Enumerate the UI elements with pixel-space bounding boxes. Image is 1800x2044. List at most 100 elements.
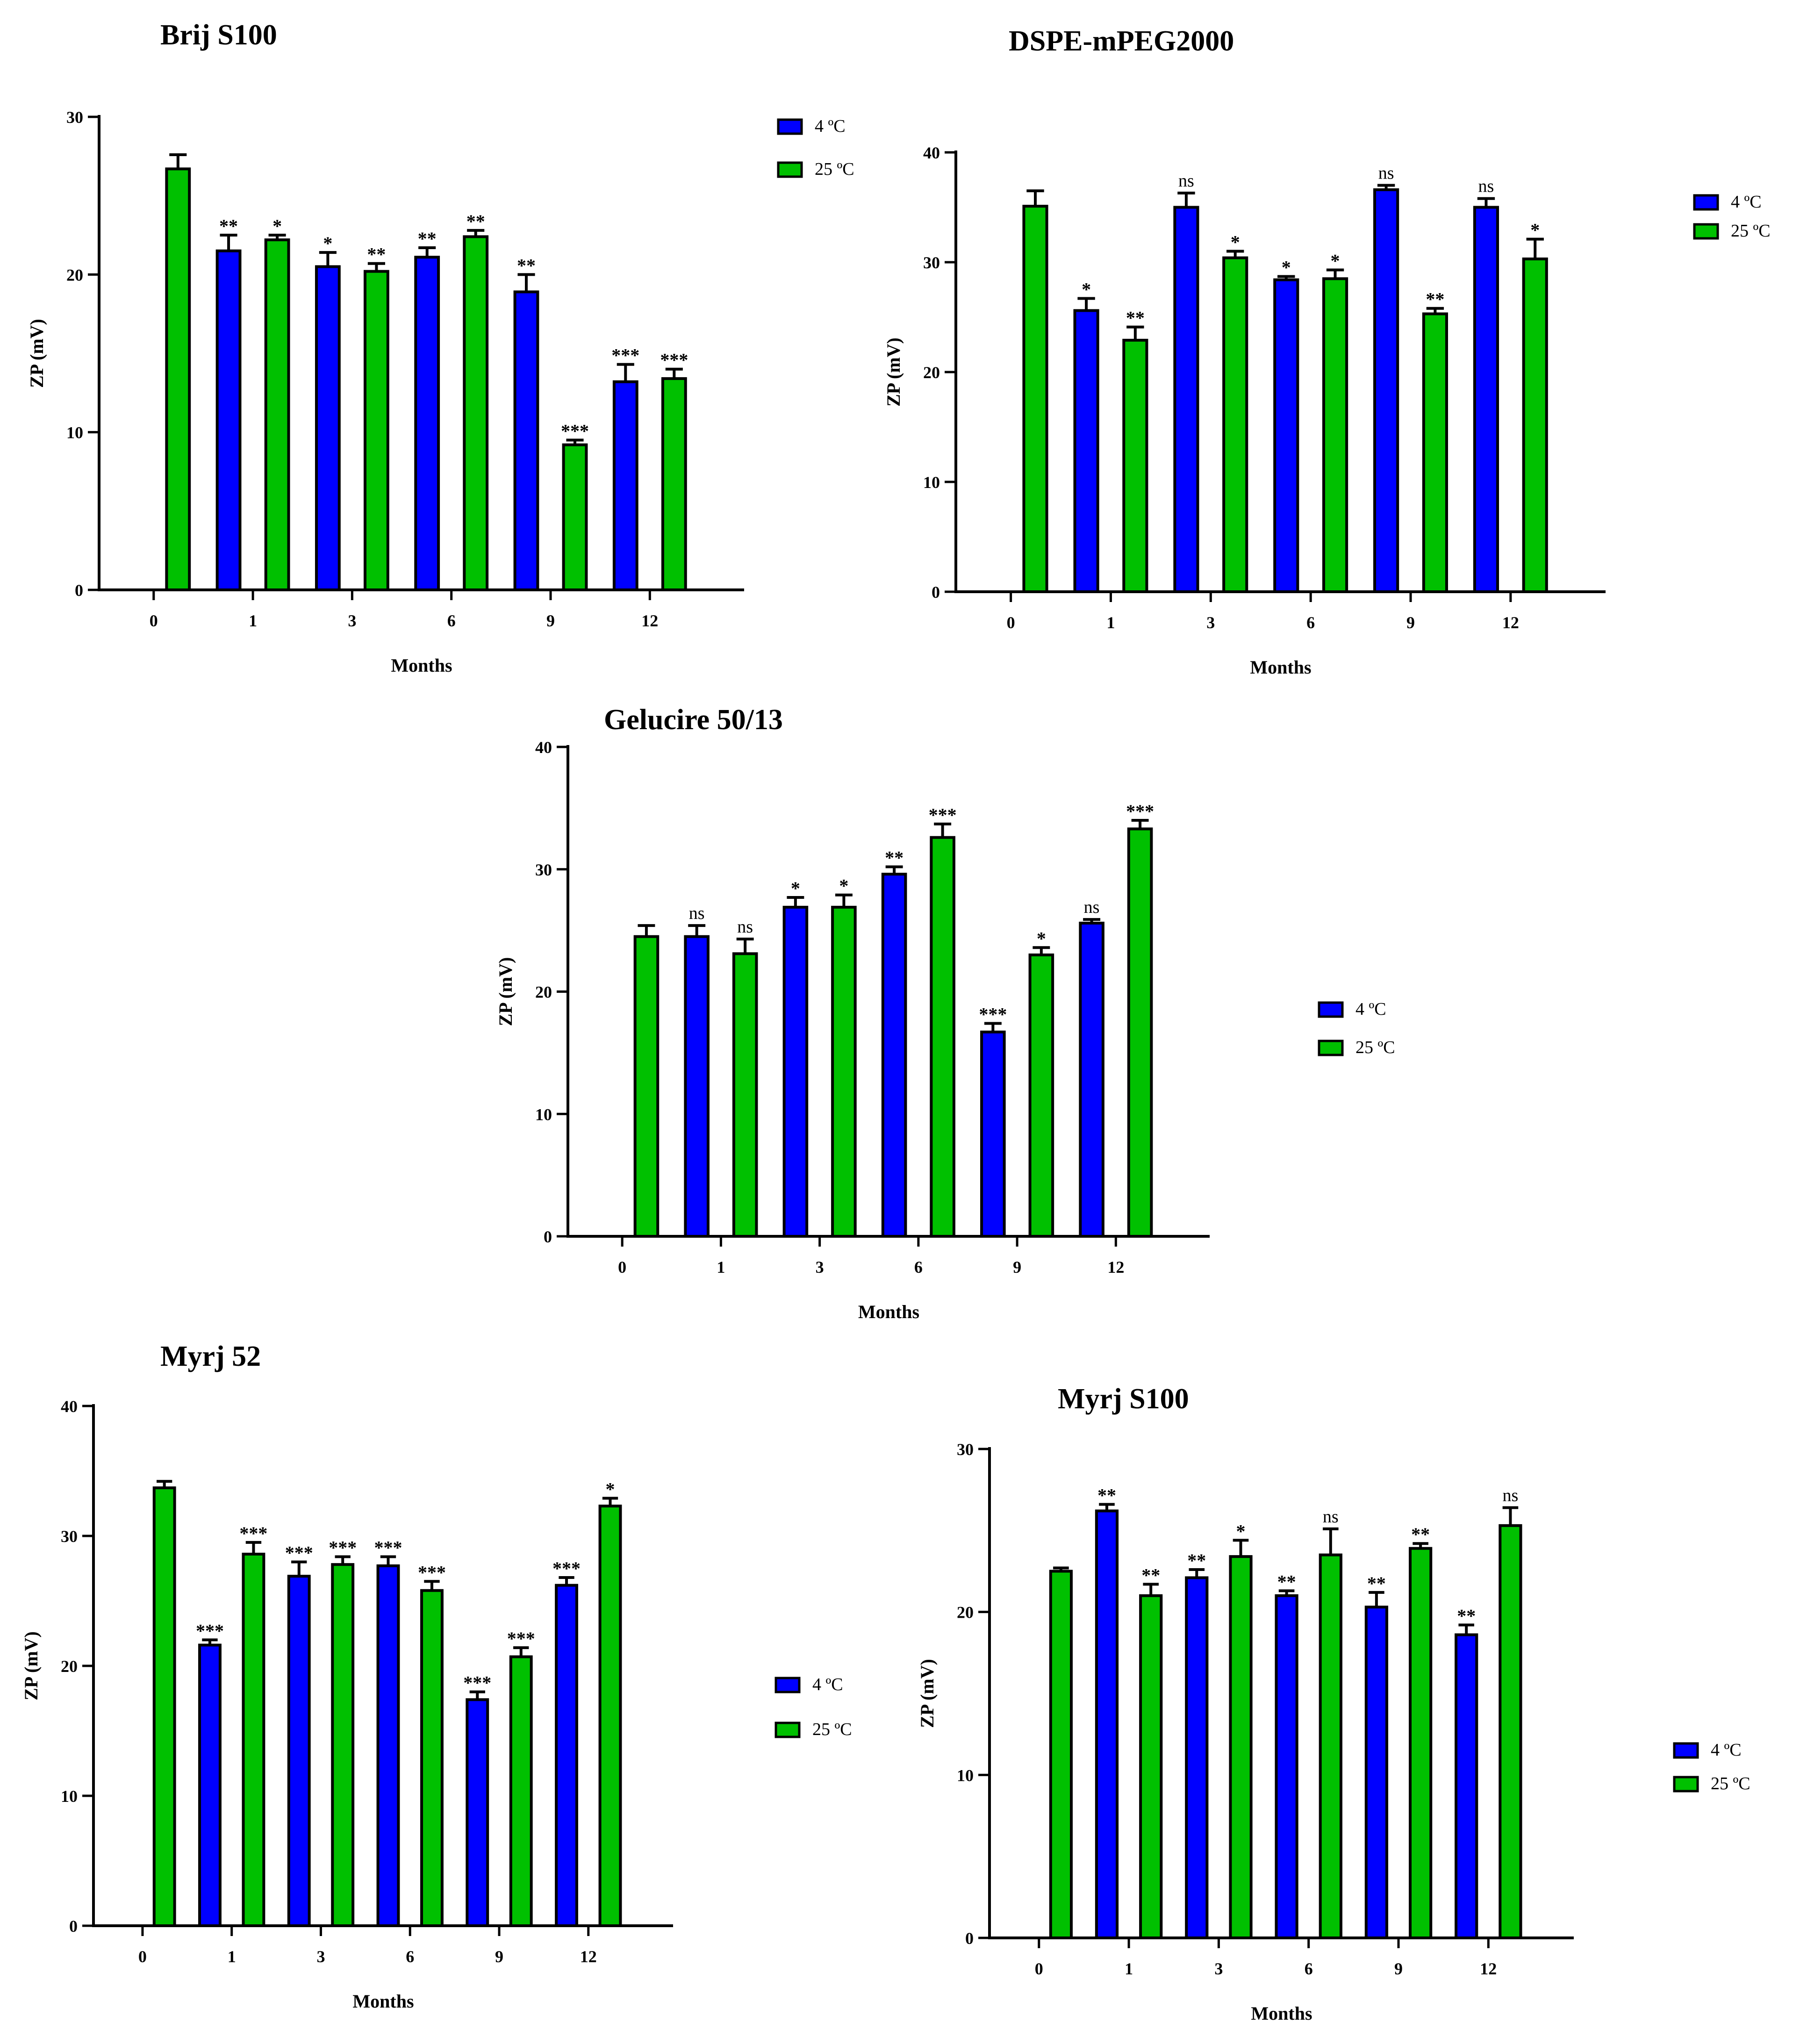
significance-label: * (791, 878, 800, 899)
legend-swatch-25c (1693, 223, 1719, 240)
bar-25c-month-1 (1139, 1594, 1163, 1940)
significance-label: *** (239, 1523, 267, 1544)
significance-label: * (839, 875, 848, 896)
x-tick-label: 12 (1480, 1959, 1497, 1978)
bar-25c-month-9 (509, 1655, 533, 1928)
y-tick-label: 0 (965, 1929, 974, 1948)
significance-label: ** (1187, 1550, 1206, 1571)
significance-label: ns (1084, 897, 1100, 917)
significance-label: ** (1277, 1571, 1296, 1592)
significance-label: ** (418, 228, 437, 249)
y-tick-label: 20 (66, 265, 83, 284)
significance-label: *** (660, 350, 688, 371)
significance-label: ** (885, 847, 904, 868)
x-tick-label: 1 (249, 611, 257, 630)
x-tick-label: 3 (1206, 613, 1215, 632)
bar-4c-month-6 (414, 256, 440, 591)
bar-4c-month-3 (1173, 206, 1199, 593)
legend-label-4c: 4 ºC (1711, 1740, 1742, 1760)
significance-label: * (323, 233, 332, 254)
bar-25c-month-6 (463, 235, 489, 591)
significance-label: *** (285, 1542, 313, 1563)
x-tick-label: 1 (1106, 613, 1115, 632)
bar-25c-month-1 (732, 952, 758, 1238)
bar-25c-month-12 (1499, 1524, 1522, 1939)
legend-label-25c: 25 ºC (1731, 221, 1771, 241)
bar-4c-month-9 (980, 1030, 1006, 1238)
x-tick-label: 3 (348, 611, 356, 630)
significance-label: ns (737, 917, 753, 937)
x-tick-label: 9 (1406, 613, 1415, 632)
bar-25c-month-6 (930, 836, 955, 1238)
significance-label: * (1082, 279, 1091, 300)
y-tick-label: 10 (61, 1787, 78, 1806)
significance-label: ns (1323, 1507, 1339, 1527)
y-axis-label: ZP (mV) (21, 1631, 42, 1700)
x-tick-label: 9 (1394, 1959, 1403, 1978)
x-tick-label: 0 (138, 1947, 147, 1966)
significance-label: ** (1126, 308, 1145, 329)
significance-label: *** (929, 804, 957, 825)
x-tick-label: 9 (495, 1947, 503, 1966)
bar-25c-month-0 (633, 935, 660, 1238)
y-tick-label: 0 (75, 581, 83, 600)
significance-label: *** (611, 345, 639, 366)
bar-4c-month-1 (684, 935, 710, 1238)
legend-swatch-25c (1318, 1040, 1344, 1056)
y-tick-label: 40 (535, 738, 552, 757)
significance-label: * (1236, 1520, 1246, 1542)
bar-4c-month-1 (198, 1643, 222, 1927)
significance-label: *** (329, 1537, 357, 1558)
bar-4c-month-3 (287, 1575, 311, 1927)
bar-4c-month-3 (782, 905, 809, 1238)
significance-label: *** (374, 1537, 402, 1558)
significance-label: ns (1478, 177, 1494, 196)
y-tick-label: 30 (957, 1440, 974, 1459)
bar-4c-month-12 (1079, 921, 1104, 1238)
x-tick-label: 3 (816, 1258, 824, 1277)
significance-label: ** (219, 215, 238, 237)
significance-label: *** (507, 1628, 535, 1649)
bar-25c-month-1 (264, 238, 290, 591)
x-axis-label: Months (1250, 657, 1311, 678)
significance-label: *** (418, 1562, 446, 1583)
bar-4c-month-9 (466, 1698, 489, 1928)
legend-label-25c: 25 ºC (1355, 1038, 1395, 1057)
y-tick-label: 20 (923, 363, 940, 382)
x-tick-label: 12 (580, 1947, 597, 1966)
bar-25c-month-0 (165, 167, 191, 591)
y-axis-label: ZP (mV) (917, 1659, 938, 1728)
bar-4c-month-9 (1373, 188, 1399, 593)
x-tick-label: 6 (1306, 613, 1315, 632)
y-tick-label: 30 (61, 1527, 78, 1546)
x-tick-label: 0 (150, 611, 158, 630)
x-tick-label: 6 (914, 1258, 923, 1277)
x-tick-label: 3 (316, 1947, 325, 1966)
significance-label: *** (463, 1672, 491, 1693)
bar-25c-month-0 (1022, 205, 1048, 593)
y-tick-label: 10 (535, 1105, 552, 1124)
significance-label: ** (1097, 1485, 1116, 1506)
significance-label: ns (689, 904, 705, 923)
bar-25c-month-9 (562, 443, 588, 591)
legend-swatch-4c (1318, 1001, 1344, 1018)
y-axis-label: ZP (mV) (883, 337, 904, 407)
significance-label: * (1037, 928, 1046, 949)
x-tick-label: 0 (618, 1258, 626, 1277)
y-axis-label: ZP (mV) (495, 957, 516, 1026)
bar-4c-month-1 (1073, 309, 1099, 593)
bar-25c-month-12 (598, 1505, 622, 1928)
bar-25c-month-1 (1122, 338, 1148, 593)
x-tick-label: 12 (641, 611, 658, 630)
x-tick-label: 6 (406, 1947, 414, 1966)
x-tick-label: 3 (1214, 1959, 1223, 1978)
significance-label: *** (1126, 801, 1154, 822)
legend-label-25c: 25 ºC (815, 159, 854, 179)
significance-label: ns (1503, 1486, 1519, 1506)
bar-25c-month-12 (1127, 827, 1153, 1238)
bar-4c-month-3 (315, 265, 341, 591)
x-tick-label: 12 (1502, 613, 1519, 632)
x-tick-label: 12 (1107, 1258, 1124, 1277)
